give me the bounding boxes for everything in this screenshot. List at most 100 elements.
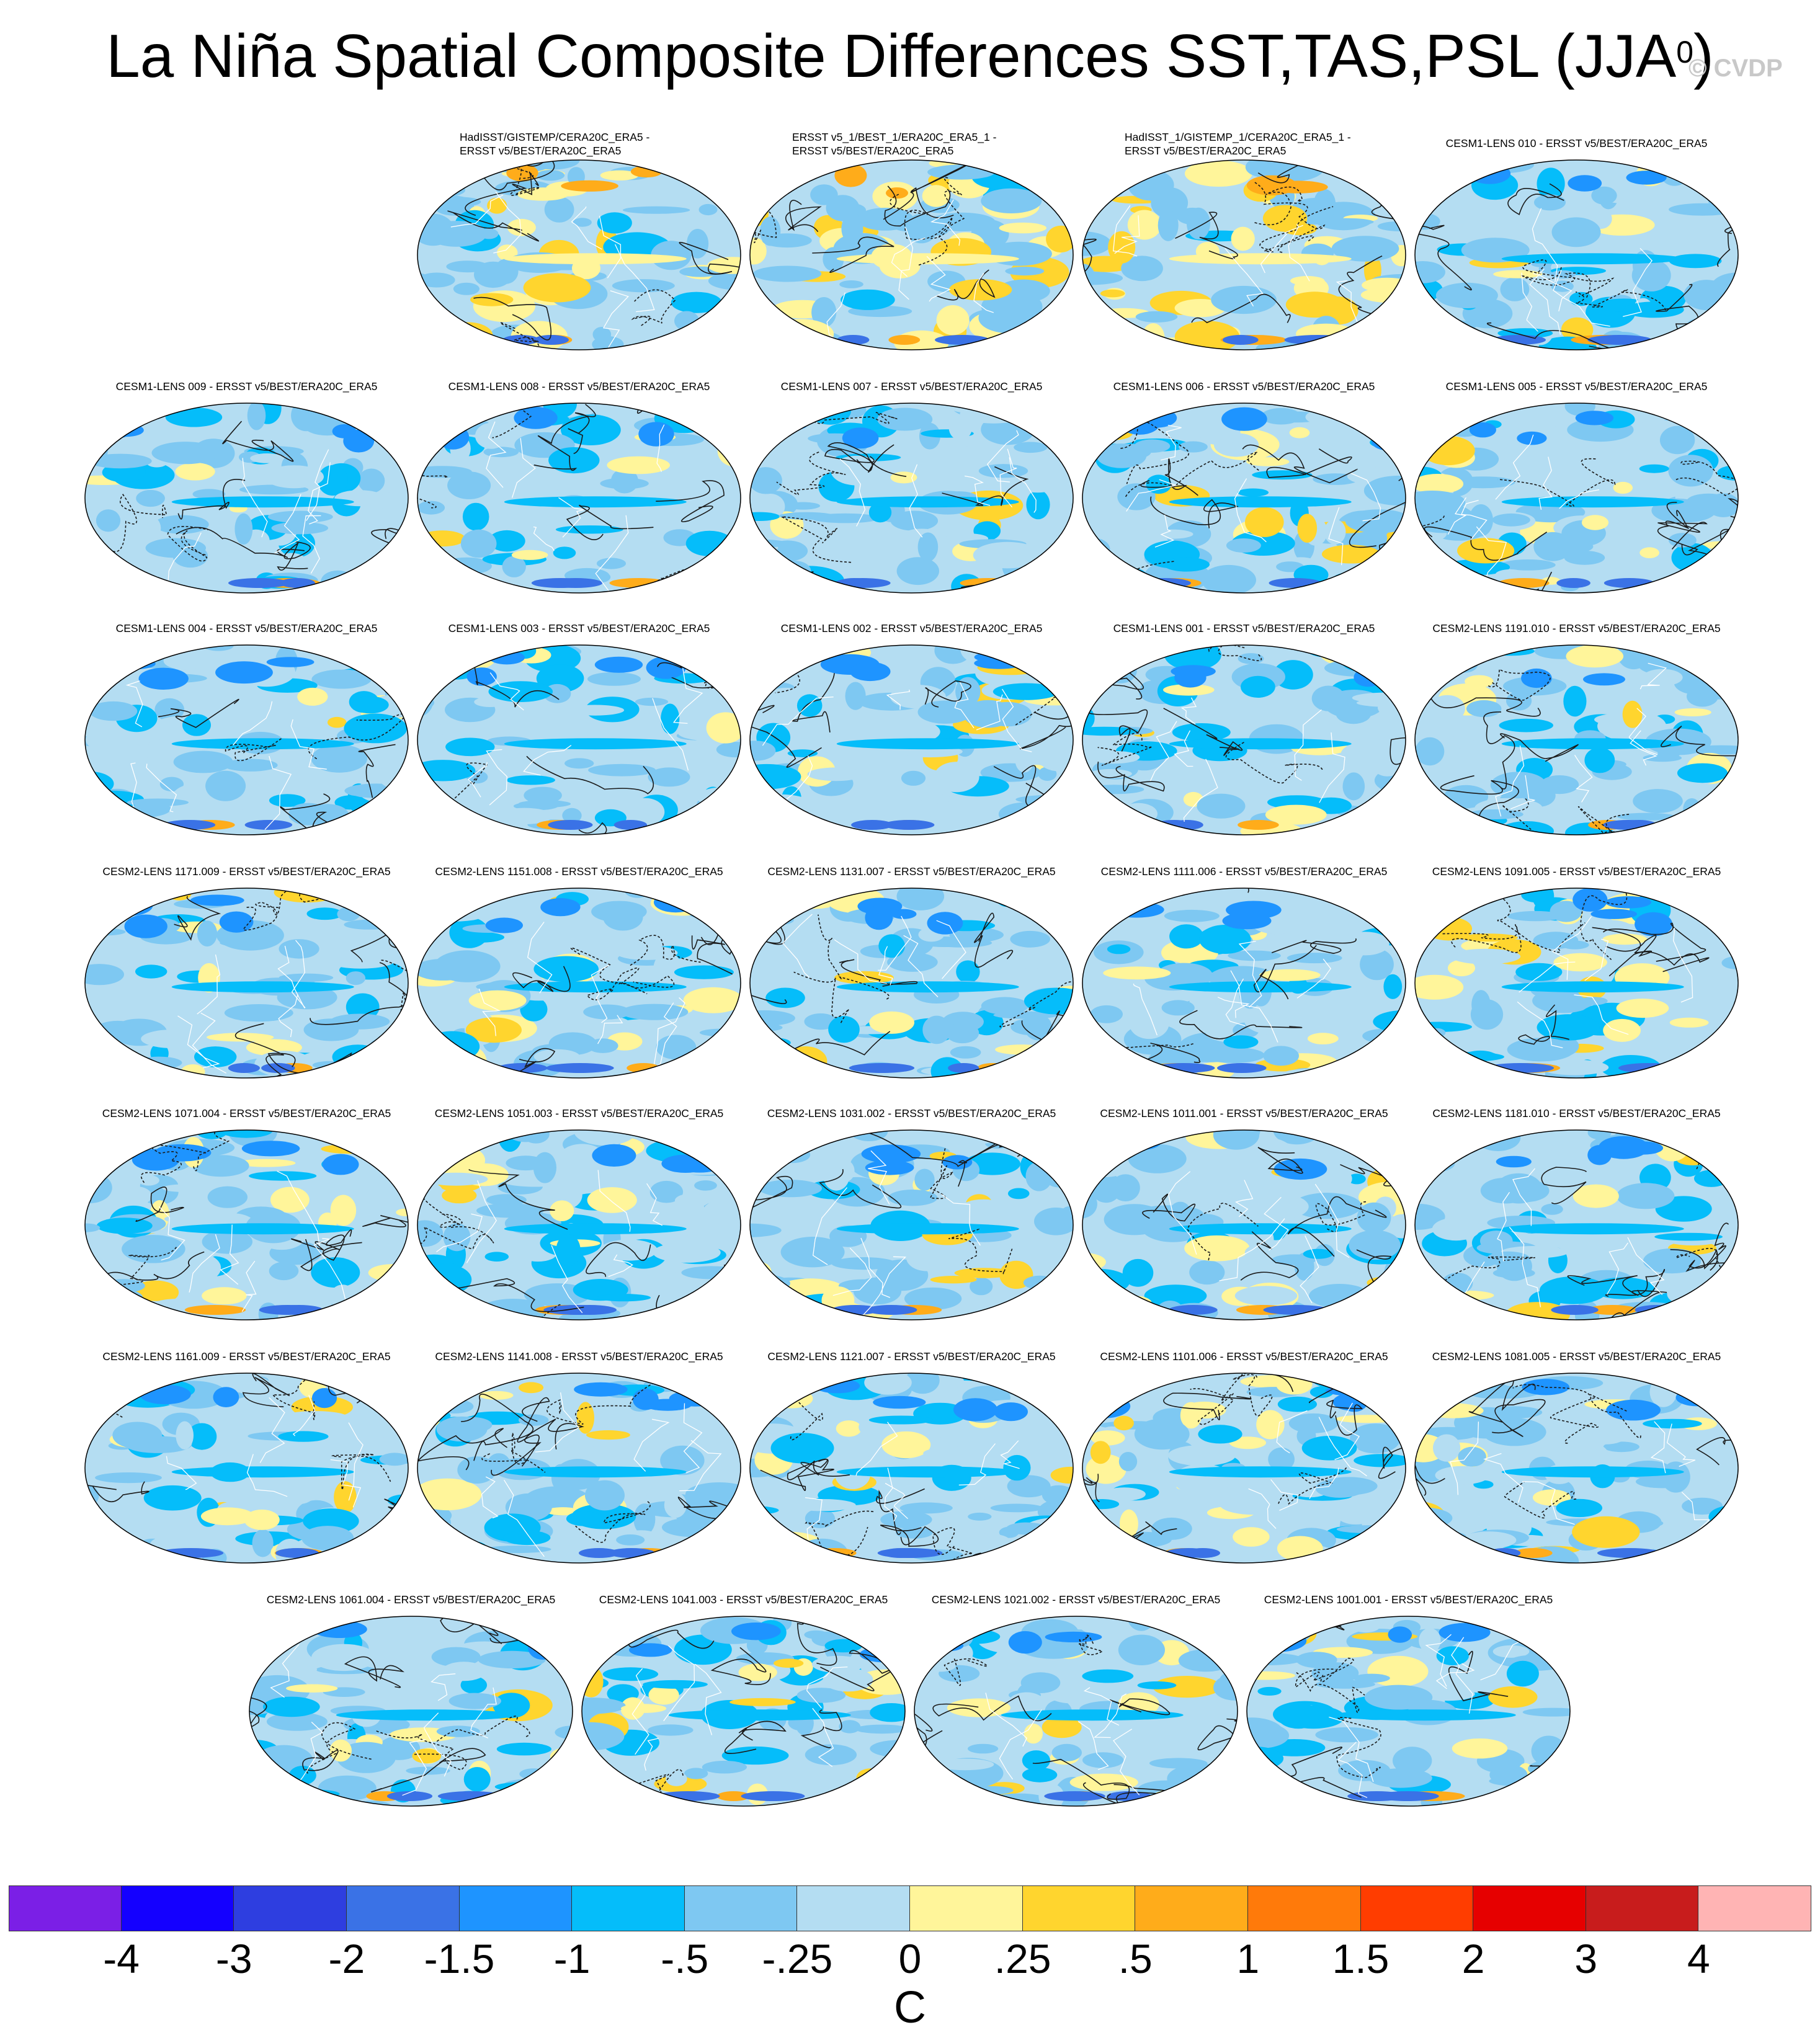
psl-contour: [1259, 206, 1334, 252]
field-patch: [417, 645, 448, 660]
field-patch: [1102, 1487, 1146, 1501]
globe-outline: [749, 1373, 1074, 1564]
field-patch: [1090, 1392, 1135, 1402]
psl-contour: [1163, 708, 1243, 756]
field-patch: [417, 903, 435, 927]
psl-contour: [1032, 1758, 1130, 1800]
field-patch: [1506, 691, 1532, 711]
coastline: [1294, 709, 1322, 781]
field-patch: [1334, 581, 1360, 592]
field-patch: [236, 1159, 296, 1167]
field-patch: [1506, 1660, 1539, 1687]
field-patch: [141, 1029, 206, 1049]
psl-contour: [1163, 1392, 1252, 1420]
field-patch: [884, 1041, 940, 1057]
field-patch: [750, 467, 782, 494]
psl-contour: [918, 177, 965, 266]
psl-contour: [468, 1168, 568, 1230]
coastline: [1217, 997, 1250, 1018]
field-patch: [417, 811, 448, 835]
field-patch: [1109, 902, 1164, 918]
globe-map: [1082, 888, 1406, 1079]
globe-map: [749, 403, 1074, 594]
field-patch: [122, 1186, 152, 1206]
psl-contour: [417, 475, 448, 509]
field-patch: [550, 1632, 573, 1657]
field-patch: [85, 912, 118, 932]
map-panel: CESM1-LENS 007 - ERSST v5/BEST/ERA20C_ER…: [749, 380, 1074, 597]
field-patch: [1010, 930, 1050, 948]
field-patch: [1723, 664, 1738, 677]
coastline: [467, 762, 488, 798]
field-patch: [417, 911, 483, 922]
coastline: [597, 1015, 623, 1044]
field-patch: [1340, 740, 1405, 769]
field-patch: [1435, 282, 1498, 308]
map-panel: CESM2-LENS 1081.005 - ERSST v5/BEST/ERA2…: [1414, 1350, 1739, 1567]
field-patch: [533, 1152, 556, 1183]
coastline: [653, 997, 685, 1065]
field-patch: [1169, 924, 1204, 949]
field-patch: [1319, 826, 1383, 835]
field-patch: [774, 1658, 804, 1668]
field-patch: [861, 1144, 921, 1164]
field-patch: [600, 1239, 658, 1261]
field-patch: [145, 538, 206, 558]
psl-contour: [914, 1714, 943, 1757]
field-patch: [417, 1220, 444, 1247]
colorbar-tick-label: -1.5: [424, 1936, 495, 1982]
globe-outline: [1414, 888, 1739, 1079]
field-patch: [1290, 276, 1325, 286]
globe-outline: [1082, 1129, 1406, 1320]
field-patch: [1350, 1423, 1401, 1454]
field-patch: [1551, 1305, 1599, 1315]
field-patch: [270, 1186, 310, 1213]
colorbar-tick-label: .5: [1118, 1936, 1153, 1982]
map-panel: CESM2-LENS 1181.010 - ERSST v5/BEST/ERA2…: [1414, 1106, 1739, 1324]
field-patch: [443, 1223, 471, 1252]
globe-map: [1414, 403, 1739, 594]
psl-contour: [1187, 1203, 1259, 1261]
field-patch: [85, 1134, 129, 1154]
psl-contour: [1240, 1231, 1299, 1281]
psl-contour: [754, 1616, 837, 1666]
field-patch: [1313, 403, 1354, 411]
field-patch: [1120, 1296, 1152, 1311]
field-patch: [396, 1208, 408, 1217]
field-patch: [597, 1294, 651, 1302]
psl-contour: [566, 504, 654, 540]
coastline: [602, 290, 629, 348]
globe-map: [84, 1373, 409, 1564]
field-patch: [1082, 162, 1120, 184]
psl-contour: [1657, 502, 1698, 556]
field-patch: [930, 1437, 960, 1450]
field-patch: [367, 1488, 393, 1506]
map-panel: HadISST_1/GISTEMP_1/CERA20C_ERA5_1 - ERS…: [1081, 131, 1407, 354]
psl-contour: [417, 1299, 468, 1320]
field-patch: [1030, 649, 1069, 669]
field-patch: [1393, 1406, 1406, 1435]
field-patch: [1324, 519, 1346, 545]
globe-outline: [749, 1129, 1074, 1320]
field-patch: [1138, 578, 1191, 588]
field-patch: [1415, 1538, 1451, 1560]
field-patch: [279, 939, 319, 959]
psl-contour: [135, 1186, 184, 1222]
field-patch: [1468, 1383, 1514, 1399]
field-patch: [460, 162, 482, 170]
field-patch: [135, 964, 167, 979]
psl-contour: [597, 1769, 684, 1804]
field-patch: [451, 341, 493, 350]
field-patch: [442, 1187, 477, 1204]
globe-map: [249, 1616, 573, 1807]
field-patch: [594, 656, 643, 673]
coastline: [926, 256, 951, 302]
field-patch: [1238, 653, 1264, 664]
field-patch: [839, 1720, 861, 1734]
field-patch: [435, 1399, 474, 1413]
globe-map: [1082, 644, 1406, 835]
field-patch: [1549, 1639, 1570, 1648]
field-patch: [1635, 1305, 1681, 1315]
psl-contour: [481, 1432, 546, 1473]
field-patch: [750, 741, 776, 761]
